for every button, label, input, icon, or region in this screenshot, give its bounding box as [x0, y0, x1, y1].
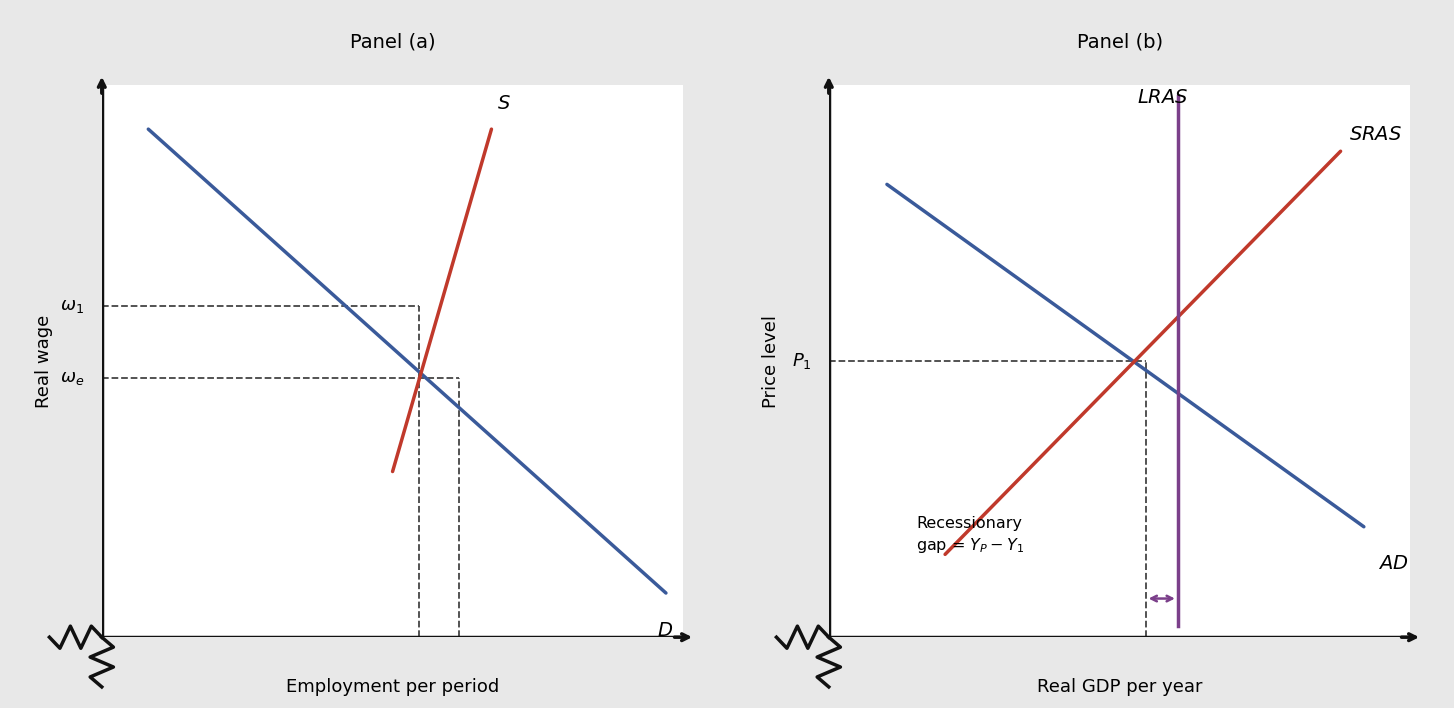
Text: Real GDP per year: Real GDP per year	[1037, 678, 1202, 696]
Text: $LRAS$: $LRAS$	[1137, 88, 1189, 107]
Text: Panel (b): Panel (b)	[1076, 33, 1163, 52]
Text: Real wage: Real wage	[35, 314, 52, 408]
Text: Price level: Price level	[762, 314, 779, 408]
Text: Panel (a): Panel (a)	[350, 33, 435, 52]
Text: $SRAS$: $SRAS$	[1349, 125, 1402, 144]
Text: Recessionary
gap = $Y_P - Y_1$: Recessionary gap = $Y_P - Y_1$	[916, 515, 1024, 555]
Text: $S$: $S$	[497, 93, 510, 113]
Text: $\omega_e$: $\omega_e$	[60, 369, 84, 387]
Text: $P_1$: $P_1$	[791, 351, 811, 371]
Text: $AD$: $AD$	[1378, 554, 1409, 573]
Text: $\omega_1$: $\omega_1$	[61, 297, 84, 315]
Text: $D$: $D$	[657, 621, 673, 639]
Text: Employment per period: Employment per period	[286, 678, 499, 696]
